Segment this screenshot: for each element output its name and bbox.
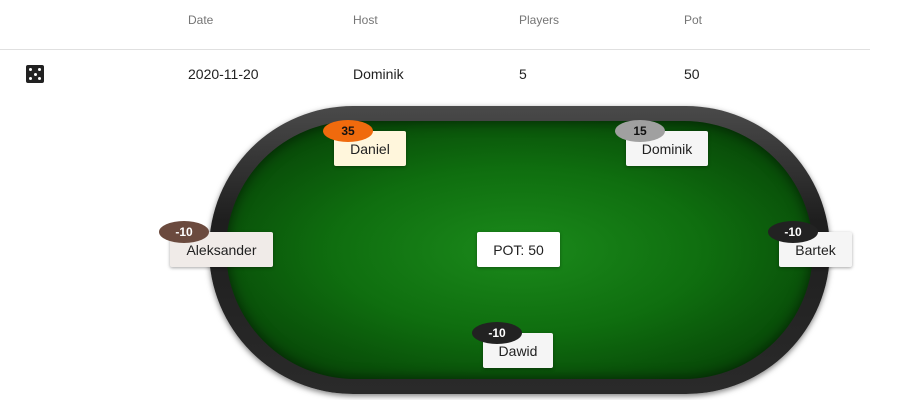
column-header-date[interactable]: Date bbox=[188, 13, 214, 27]
table-header: Date Host Players Pot bbox=[0, 0, 870, 50]
cell-pot: 50 bbox=[684, 66, 700, 82]
cell-players: 5 bbox=[519, 66, 527, 82]
table-row: 2020-11-20 Dominik 5 50 bbox=[0, 50, 870, 98]
dice-icon[interactable] bbox=[26, 65, 44, 83]
column-header-host[interactable]: Host bbox=[353, 13, 378, 27]
cell-host: Dominik bbox=[353, 66, 404, 82]
chip-bartek: -10 bbox=[768, 221, 818, 243]
seat-dominik[interactable]: Dominik bbox=[626, 131, 708, 166]
chip-dawid: -10 bbox=[472, 322, 522, 344]
pot-label: POT: 50 bbox=[477, 232, 560, 267]
cell-date: 2020-11-20 bbox=[188, 66, 259, 82]
chip-aleksander: -10 bbox=[159, 221, 209, 243]
column-header-players[interactable]: Players bbox=[519, 13, 560, 27]
column-header-pot[interactable]: Pot bbox=[684, 13, 703, 27]
chip-dominik: 15 bbox=[615, 120, 665, 142]
chip-daniel: 35 bbox=[323, 120, 373, 142]
